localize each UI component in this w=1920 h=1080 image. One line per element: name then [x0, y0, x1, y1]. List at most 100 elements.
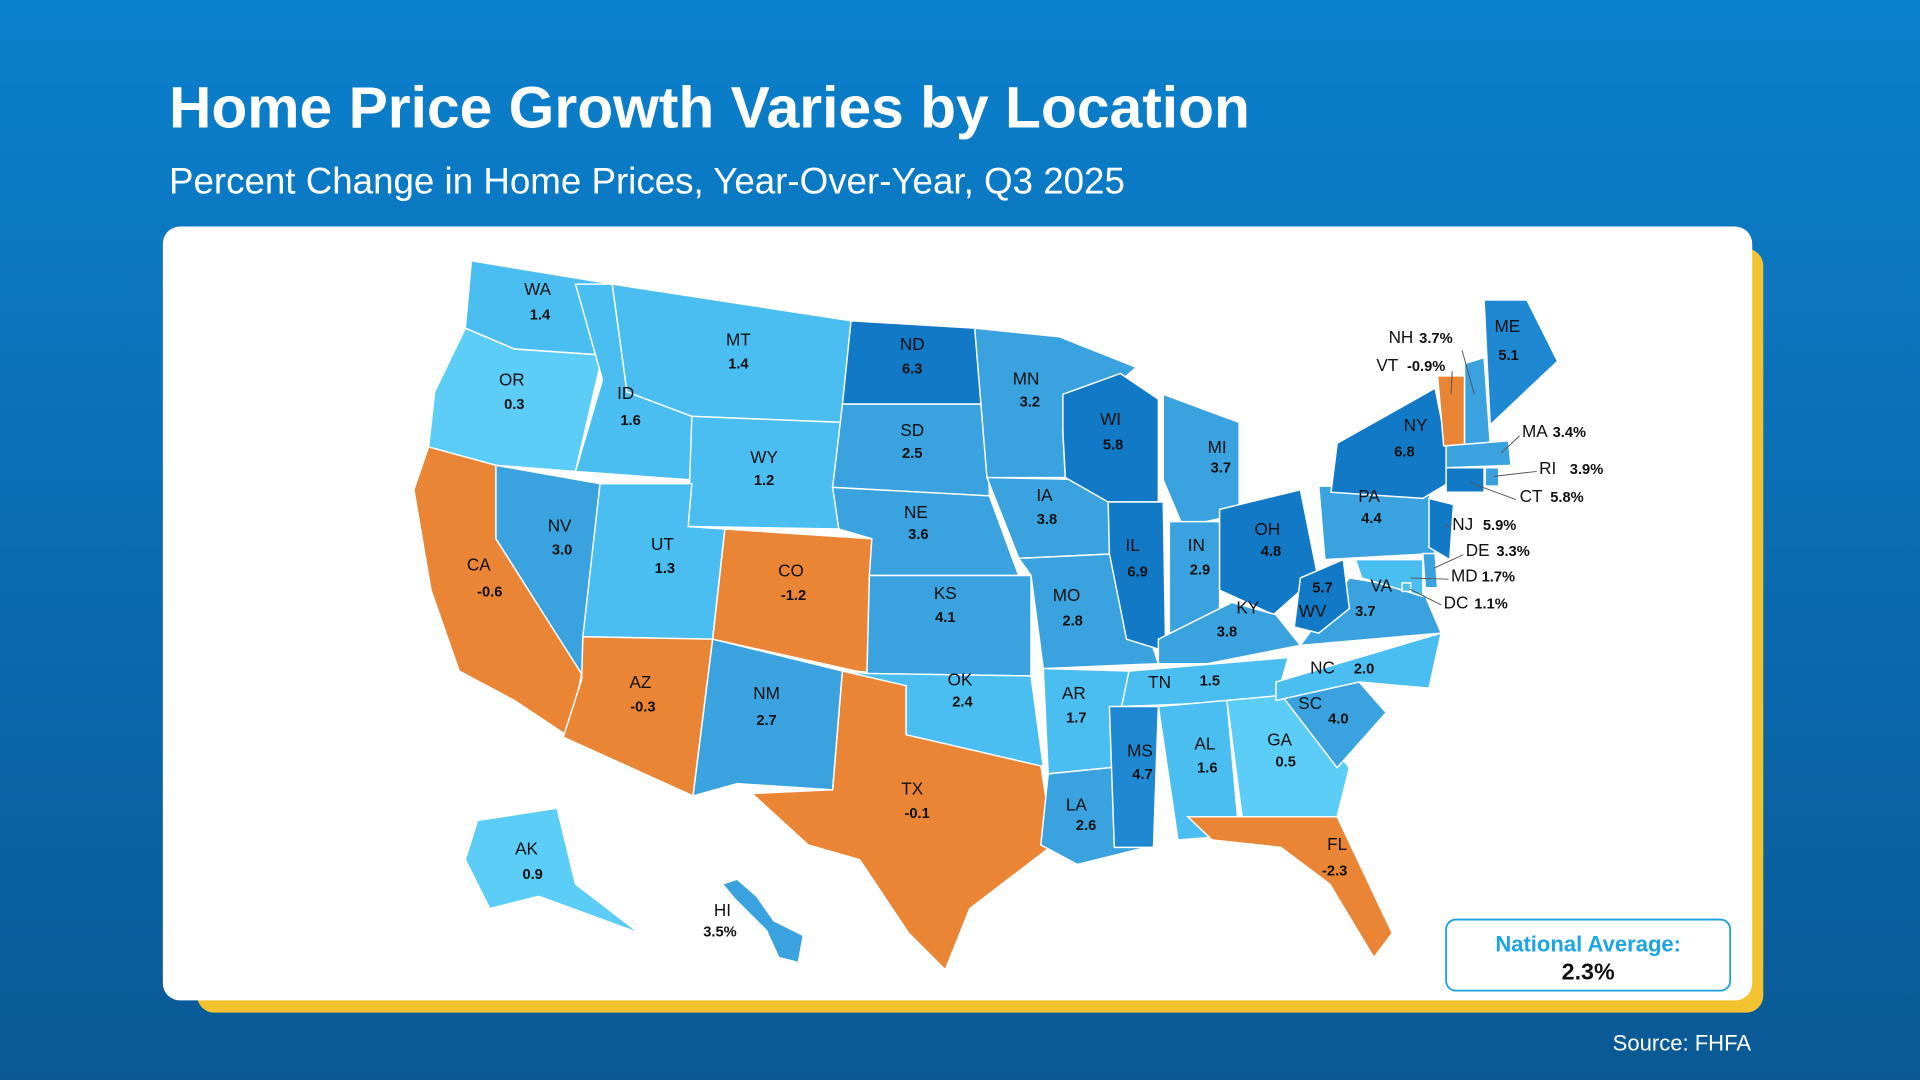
state-code: MO [1053, 585, 1081, 605]
state-code: AL [1194, 733, 1215, 753]
national-average-box [1445, 918, 1732, 992]
state-shape [1484, 467, 1500, 487]
state-code: SC [1298, 693, 1322, 713]
state-value: 3.4% [1553, 425, 1586, 441]
state-labels: WA 1.4 OR 0.3 CA -0.6 NV 3.0 ID 1.6 MT 1.4 WY 1.2 UT 1.… [467, 279, 1603, 941]
state-value: 0.5 [1276, 755, 1296, 771]
state-code: WY [750, 447, 778, 467]
state-value: 1.6 [620, 413, 640, 429]
state-code: OR [499, 370, 525, 390]
state-code: WI [1100, 409, 1121, 429]
leader-line [1469, 481, 1517, 501]
state-code: SD [900, 420, 924, 440]
state-code: TX [901, 779, 923, 799]
state-value: 1.7 [1066, 710, 1086, 726]
state-shape [562, 635, 714, 797]
state-code: WV [1299, 601, 1327, 621]
state-code: DC [1444, 593, 1469, 613]
state-code: TN [1148, 672, 1171, 692]
state-value: 3.7 [1211, 461, 1231, 477]
national-average-label: National Average: [1495, 931, 1681, 956]
state-value: 3.9% [1570, 462, 1603, 478]
state-value: 5.1 [1498, 348, 1518, 364]
state-value: 3.7 [1355, 604, 1375, 620]
state-shape [721, 878, 805, 964]
state-code: ME [1495, 316, 1521, 336]
state-code: HI [714, 900, 731, 920]
state-shape [1445, 467, 1485, 493]
state-code: OH [1255, 519, 1281, 539]
state-value: 4.1 [935, 610, 955, 626]
state-value: 5.7 [1312, 581, 1332, 597]
leader-line [1433, 554, 1464, 569]
leader-line [1461, 350, 1475, 395]
leader-line [1493, 470, 1537, 477]
state-code: DE [1466, 540, 1490, 560]
state-value: 5.8% [1550, 490, 1583, 506]
state-value: 3.0 [552, 543, 572, 559]
state-code: KY [1236, 597, 1259, 617]
state-value: 1.3 [655, 561, 675, 577]
state-value: 1.7% [1482, 570, 1515, 586]
state-code: CA [467, 555, 491, 575]
subtitle: Percent Change in Home Prices, Year-Over… [169, 160, 1125, 201]
leader-line [1450, 370, 1453, 395]
state-shape [1275, 632, 1443, 702]
state-value: 3.8 [1217, 625, 1237, 641]
leader-line [1444, 523, 1451, 529]
state-code: FL [1327, 834, 1347, 854]
state-code: PA [1358, 486, 1380, 506]
state-code: NE [904, 502, 928, 522]
state-value: 3.5% [703, 925, 736, 941]
state-code: NJ [1452, 514, 1473, 534]
us-map [413, 259, 1559, 972]
state-code: NC [1310, 657, 1335, 677]
state-code: MT [726, 329, 751, 349]
state-value: 5.8 [1103, 437, 1123, 453]
state-value: 6.8 [1394, 445, 1414, 461]
state-value: 1.5 [1200, 674, 1220, 690]
state-shape [1483, 299, 1559, 427]
state-code: NV [548, 515, 572, 535]
state-value: 1.6 [1197, 761, 1217, 777]
state-code: MS [1127, 741, 1153, 761]
title: Home Price Growth Varies by Location [169, 75, 1250, 140]
state-shape [1330, 387, 1455, 500]
state-value: 3.6 [908, 527, 928, 543]
state-code: ID [617, 383, 634, 403]
state-value: 2.8 [1062, 614, 1082, 630]
state-value: -2.3 [1322, 864, 1347, 880]
state-shape [1218, 488, 1319, 616]
state-code: CO [778, 561, 804, 581]
state-value: 6.3 [902, 361, 922, 377]
state-value: 2.6 [1076, 818, 1096, 834]
state-value: -0.3 [630, 699, 655, 715]
state-code: NY [1404, 415, 1428, 435]
state-value: -0.1 [904, 806, 929, 822]
state-code: NH [1389, 327, 1414, 347]
leader-line [1500, 435, 1520, 454]
state-shape [1401, 582, 1412, 593]
state-code: GA [1267, 730, 1292, 750]
state-value: 6.9 [1127, 565, 1147, 581]
state-value: 3.2 [1020, 395, 1040, 411]
state-code: AR [1062, 683, 1086, 703]
state-code: CT [1520, 486, 1543, 506]
state-shape [842, 670, 1045, 768]
state-value: 1.2 [754, 473, 774, 489]
state-shape [1293, 558, 1351, 634]
state-code: MD [1451, 566, 1478, 586]
state-value: 2.5 [902, 446, 922, 462]
state-value: 4.8 [1261, 544, 1281, 560]
state-value: 2.4 [952, 695, 973, 711]
state-code: IA [1036, 485, 1053, 505]
state-value: -1.2 [781, 588, 806, 604]
state-value: 2.0 [1354, 661, 1374, 677]
state-code: KS [934, 583, 957, 603]
state-value: 2.7 [756, 713, 776, 729]
source: Source: FHFA [1613, 1031, 1752, 1056]
state-code: ND [900, 334, 925, 354]
state-value: 0.9 [522, 867, 542, 883]
state-shape [692, 638, 844, 797]
